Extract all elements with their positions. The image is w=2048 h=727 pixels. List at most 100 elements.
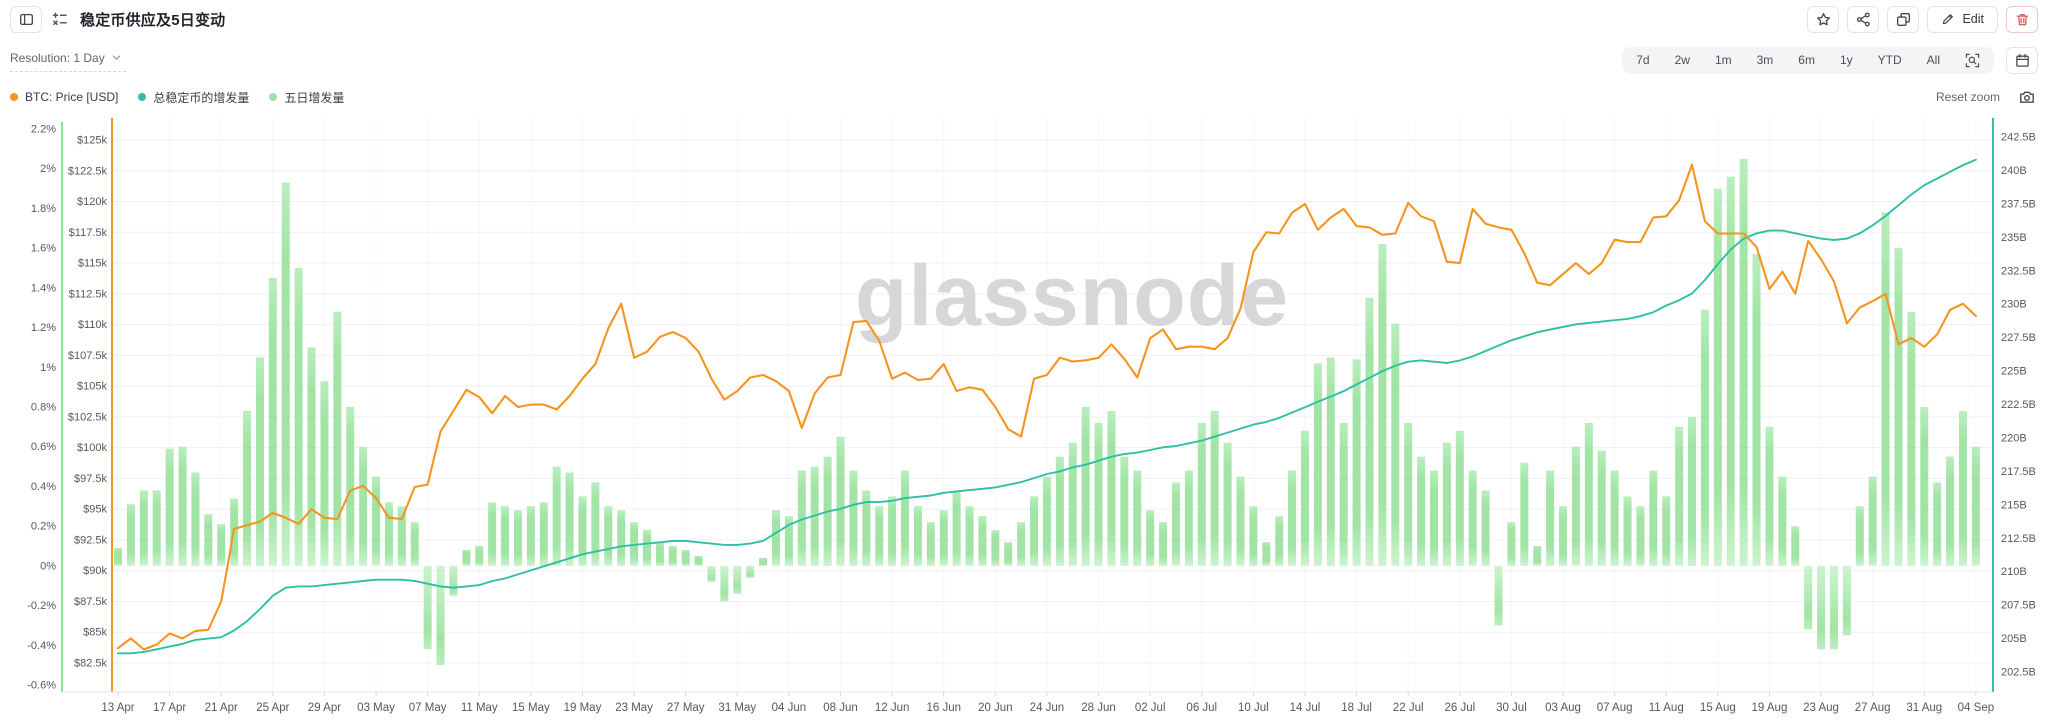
range-button-ytd[interactable]: YTD: [1877, 53, 1902, 67]
x-tick-label: 08 Jun: [823, 702, 858, 714]
x-tick-label: 19 May: [564, 702, 602, 714]
toolbar: Resolution: 1 Day 7d 2w 1m 3m 6m 1y YTD All: [0, 36, 2048, 78]
bar-5d-change: [746, 565, 755, 578]
bar-5d-change: [952, 490, 961, 566]
x-tick-label: 20 Jun: [978, 702, 1013, 714]
y-tick-supply: 215B: [2001, 499, 2027, 511]
delete-button[interactable]: [2006, 5, 2038, 33]
bar-5d-change: [1481, 490, 1490, 566]
y-tick-percent: 1%: [40, 362, 56, 374]
x-tick-label: 19 Aug: [1752, 702, 1788, 714]
bar-5d-change: [733, 565, 742, 594]
bar-5d-change: [1817, 565, 1826, 650]
bar-5d-change: [1262, 542, 1271, 566]
bar-5d-change: [243, 410, 252, 566]
y-tick-percent: 0.4%: [31, 481, 56, 493]
legend-dot: [10, 93, 18, 101]
bar-5d-change: [1030, 496, 1039, 566]
favorite-button[interactable]: [1807, 5, 1840, 33]
bar-5d-change: [1352, 359, 1361, 566]
x-tick-label: 02 Jul: [1135, 702, 1166, 714]
bar-5d-change: [1726, 176, 1735, 566]
zoom-select-button[interactable]: [1965, 53, 1980, 68]
bar-5d-change: [1507, 522, 1516, 566]
bar-5d-change: [552, 466, 561, 566]
bar-5d-change: [1778, 476, 1787, 566]
bar-5d-change: [1442, 442, 1451, 566]
bar-5d-change: [707, 565, 716, 582]
bar-5d-change: [1081, 407, 1090, 566]
y-tick-percent: 0.6%: [31, 441, 56, 453]
screenshot-button[interactable]: [2016, 83, 2038, 111]
bar-5d-change: [1417, 456, 1426, 566]
calendar-button[interactable]: [2006, 46, 2038, 74]
y-tick-percent: 0.2%: [31, 521, 56, 533]
bar-5d-change: [1958, 410, 1967, 566]
bar-5d-change: [1842, 565, 1851, 636]
panel-toggle-icon: [19, 13, 33, 25]
bar-5d-change: [1610, 470, 1619, 566]
range-button-1y[interactable]: 1y: [1839, 53, 1853, 67]
y-tick-percent: 2%: [40, 163, 56, 175]
y-tick-supply: 205B: [2001, 633, 2027, 645]
duplicate-button[interactable]: [1887, 5, 1920, 33]
trash-icon: [2016, 13, 2028, 25]
bar-5d-change: [1559, 506, 1568, 566]
y-tick-supply: 210B: [2001, 566, 2027, 578]
bar-5d-change: [126, 504, 135, 566]
range-button-3m[interactable]: 3m: [1756, 53, 1774, 67]
y-tick-supply: 242.5B: [2001, 132, 2036, 144]
y-tick-price: $112.5k: [69, 288, 108, 300]
bar-5d-change: [1597, 450, 1606, 566]
bar-5d-change: [668, 546, 677, 566]
bar-5d-change: [1829, 565, 1838, 650]
sidebar-toggle-button[interactable]: [10, 5, 42, 33]
range-button-all[interactable]: All: [1926, 53, 1940, 67]
bar-5d-change: [488, 502, 497, 566]
bar-5d-change: [565, 472, 574, 566]
y-tick-price: $125k: [77, 135, 107, 147]
range-button-6m[interactable]: 6m: [1798, 53, 1815, 67]
bar-5d-change: [1223, 442, 1232, 566]
legend-item-1[interactable]: 总稳定币的增发量: [138, 89, 249, 106]
bar-5d-change: [836, 436, 845, 566]
bar-5d-change: [1300, 430, 1309, 566]
header-bar: 稳定币供应及5日变动: [0, 0, 2048, 36]
bar-5d-change: [1094, 422, 1103, 566]
range-button-7d[interactable]: 7d: [1636, 53, 1650, 67]
legend-item-2[interactable]: 五日增发量: [269, 89, 344, 106]
x-tick-label: 06 Jul: [1186, 702, 1217, 714]
bar-5d-change: [475, 546, 484, 566]
bar-5d-change: [423, 565, 432, 650]
bar-5d-change: [513, 510, 522, 566]
resolution-selector[interactable]: Resolution: 1 Day: [10, 49, 126, 72]
bar-5d-change: [501, 506, 510, 566]
edit-button[interactable]: Edit: [1927, 5, 1998, 33]
bar-5d-change: [1765, 426, 1774, 566]
bar-5d-change: [1378, 244, 1387, 566]
calendar-icon: [2015, 53, 2029, 67]
reset-zoom-button[interactable]: Reset zoom: [1935, 90, 2000, 104]
x-tick-label: 07 Aug: [1597, 702, 1633, 714]
y-tick-price: $97.5k: [74, 473, 108, 485]
page-title: 稳定币供应及5日变动: [80, 11, 226, 29]
bar-5d-change: [772, 510, 781, 566]
bar-5d-change: [1971, 446, 1980, 566]
y-tick-supply: 212.5B: [2001, 533, 2036, 545]
legend-item-0[interactable]: BTC: Price [USD]: [10, 90, 118, 104]
x-tick-label: 27 May: [667, 702, 705, 714]
x-tick-label: 24 Jun: [1030, 702, 1065, 714]
bar-5d-change: [268, 277, 277, 566]
y-tick-supply: 217.5B: [2001, 466, 2036, 478]
range-button-2w[interactable]: 2w: [1674, 53, 1690, 67]
share-button[interactable]: [1847, 5, 1880, 33]
y-tick-price: $117.5k: [69, 227, 108, 239]
bar-5d-change: [1068, 442, 1077, 566]
range-button-1m[interactable]: 1m: [1714, 53, 1732, 67]
bar-5d-change: [1791, 526, 1800, 566]
metric-formula-button[interactable]: [52, 11, 68, 27]
bar-5d-change: [1907, 311, 1916, 566]
bar-5d-change: [578, 496, 587, 566]
